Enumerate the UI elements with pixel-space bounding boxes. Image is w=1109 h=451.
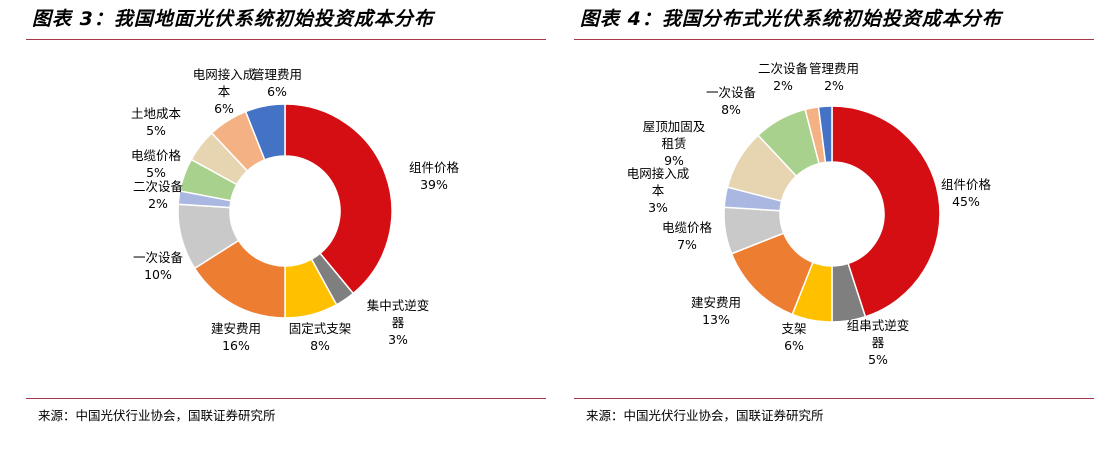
slice-label: 屋顶加固及租赁 9% [643,119,706,168]
slice-label: 土地成本 5% [131,106,182,138]
source-note: 来源：中国光伏行业协会，国联证券研究所 [586,408,824,423]
title-divider [26,39,546,40]
source-note: 来源：中国光伏行业协会，国联证券研究所 [38,408,276,423]
pie-slice [244,103,286,161]
slice-label: 二次设备 2% [133,179,184,211]
pie-slice [817,105,833,164]
slice-label: 组件价格 39% [409,160,460,192]
title-divider [574,39,1094,40]
slice-label: 二次设备 2% [758,61,809,93]
slice-label: 组件价格 45% [941,177,992,209]
donut-chart-distributed-pv: 组件价格 45% 组串式逆变器 5% 支架 6% 建安费用 13% 电缆价格 7% 电网接入成本 3%… [627,61,992,367]
chart-panel-ground-pv: 图表 3：我国地面光伏系统初始投资成本分布 组件价格 39% 集中式逆变器 3% 固定式… [26,0,546,451]
slice-label: 一次设备 10% [133,250,184,282]
slice-label: 支架 6% [781,321,806,353]
slice-label: 固定式支架 8% [289,321,352,353]
donut-chart-ground-pv: 组件价格 39% 集中式逆变器 3% 固定式支架 8% 建安费用 16% 一次设备 10% 二次设备… [131,67,460,353]
pie-slice [284,103,393,295]
source-divider [26,398,546,399]
slice-label: 电网接入成本 6% [193,67,256,116]
slice-label: 建安费用 16% [211,321,261,353]
source-divider [574,398,1094,399]
chart-panel-distributed-pv: 图表 4：我国分布式光伏系统初始投资成本分布 组件价格 45% 组串式逆变器 5% 支架… [574,0,1094,451]
slice-label: 电网接入成本 3% [627,166,690,215]
slice-label: 电缆价格 5% [131,148,182,180]
slice-label: 电缆价格 7% [662,220,713,252]
chart-title: 图表 4：我国分布式光伏系统初始投资成本分布 [580,8,1002,30]
slice-label: 管理费用 6% [252,67,302,99]
slice-label: 集中式逆变器 3% [367,298,430,347]
slice-label: 组串式逆变器 5% [847,318,910,367]
pie-slice [831,105,941,318]
chart-title: 图表 3：我国地面光伏系统初始投资成本分布 [32,8,434,30]
slice-label: 管理费用 2% [809,61,859,93]
slice-label: 建安费用 13% [691,295,741,327]
slice-label: 一次设备 8% [706,85,757,117]
